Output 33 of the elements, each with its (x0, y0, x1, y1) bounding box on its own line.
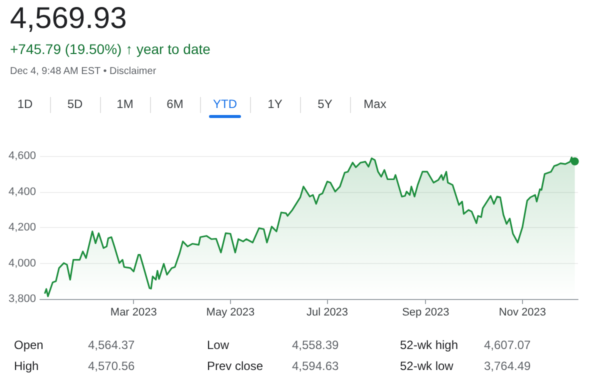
y-tick-label: 4,200 (8, 222, 36, 234)
text: 1D (16, 97, 34, 111)
text: YTD (212, 97, 238, 111)
text: 52-wk high (400, 338, 458, 352)
text: 52-wk low (400, 359, 454, 373)
text: Low (207, 338, 230, 352)
x-tick-label: May 2023 (206, 306, 255, 318)
text: 4,564.37 (88, 338, 135, 352)
text: Dec 4, 9:48 AM EST • Disclaimer (10, 66, 156, 77)
text: 3,764.49 (484, 359, 531, 373)
text: 4,594.63 (292, 359, 339, 373)
text: 4,607.07 (484, 338, 531, 352)
text: 5Y (316, 97, 334, 111)
y-tick-label: 4,600 (8, 150, 36, 162)
text: 1Y (266, 97, 284, 111)
y-tick-label: 4,000 (8, 257, 36, 270)
text: 1M (116, 97, 134, 111)
text: Prev close (207, 359, 264, 373)
y-tick-label: 4,400 (8, 186, 36, 198)
text: Open (14, 338, 44, 352)
text: 4,558.39 (292, 338, 339, 352)
text: 6M (166, 97, 184, 111)
text: Max (362, 97, 388, 111)
x-tick-label: Sep 2023 (402, 306, 450, 318)
chart-title: 4,569.93 (10, 2, 127, 36)
text: 5D (66, 97, 84, 111)
text: High (14, 359, 39, 373)
y-tick-label: 3,800 (8, 293, 36, 305)
x-tick-label: Mar 2023 (110, 306, 157, 318)
x-tick-label: Nov 2023 (498, 306, 546, 318)
chart-subtitle: +745.79 (19.50%) ↑ year to date (10, 41, 210, 57)
x-tick-label: Jul 2023 (306, 306, 348, 318)
text: 4,570.56 (88, 359, 135, 373)
